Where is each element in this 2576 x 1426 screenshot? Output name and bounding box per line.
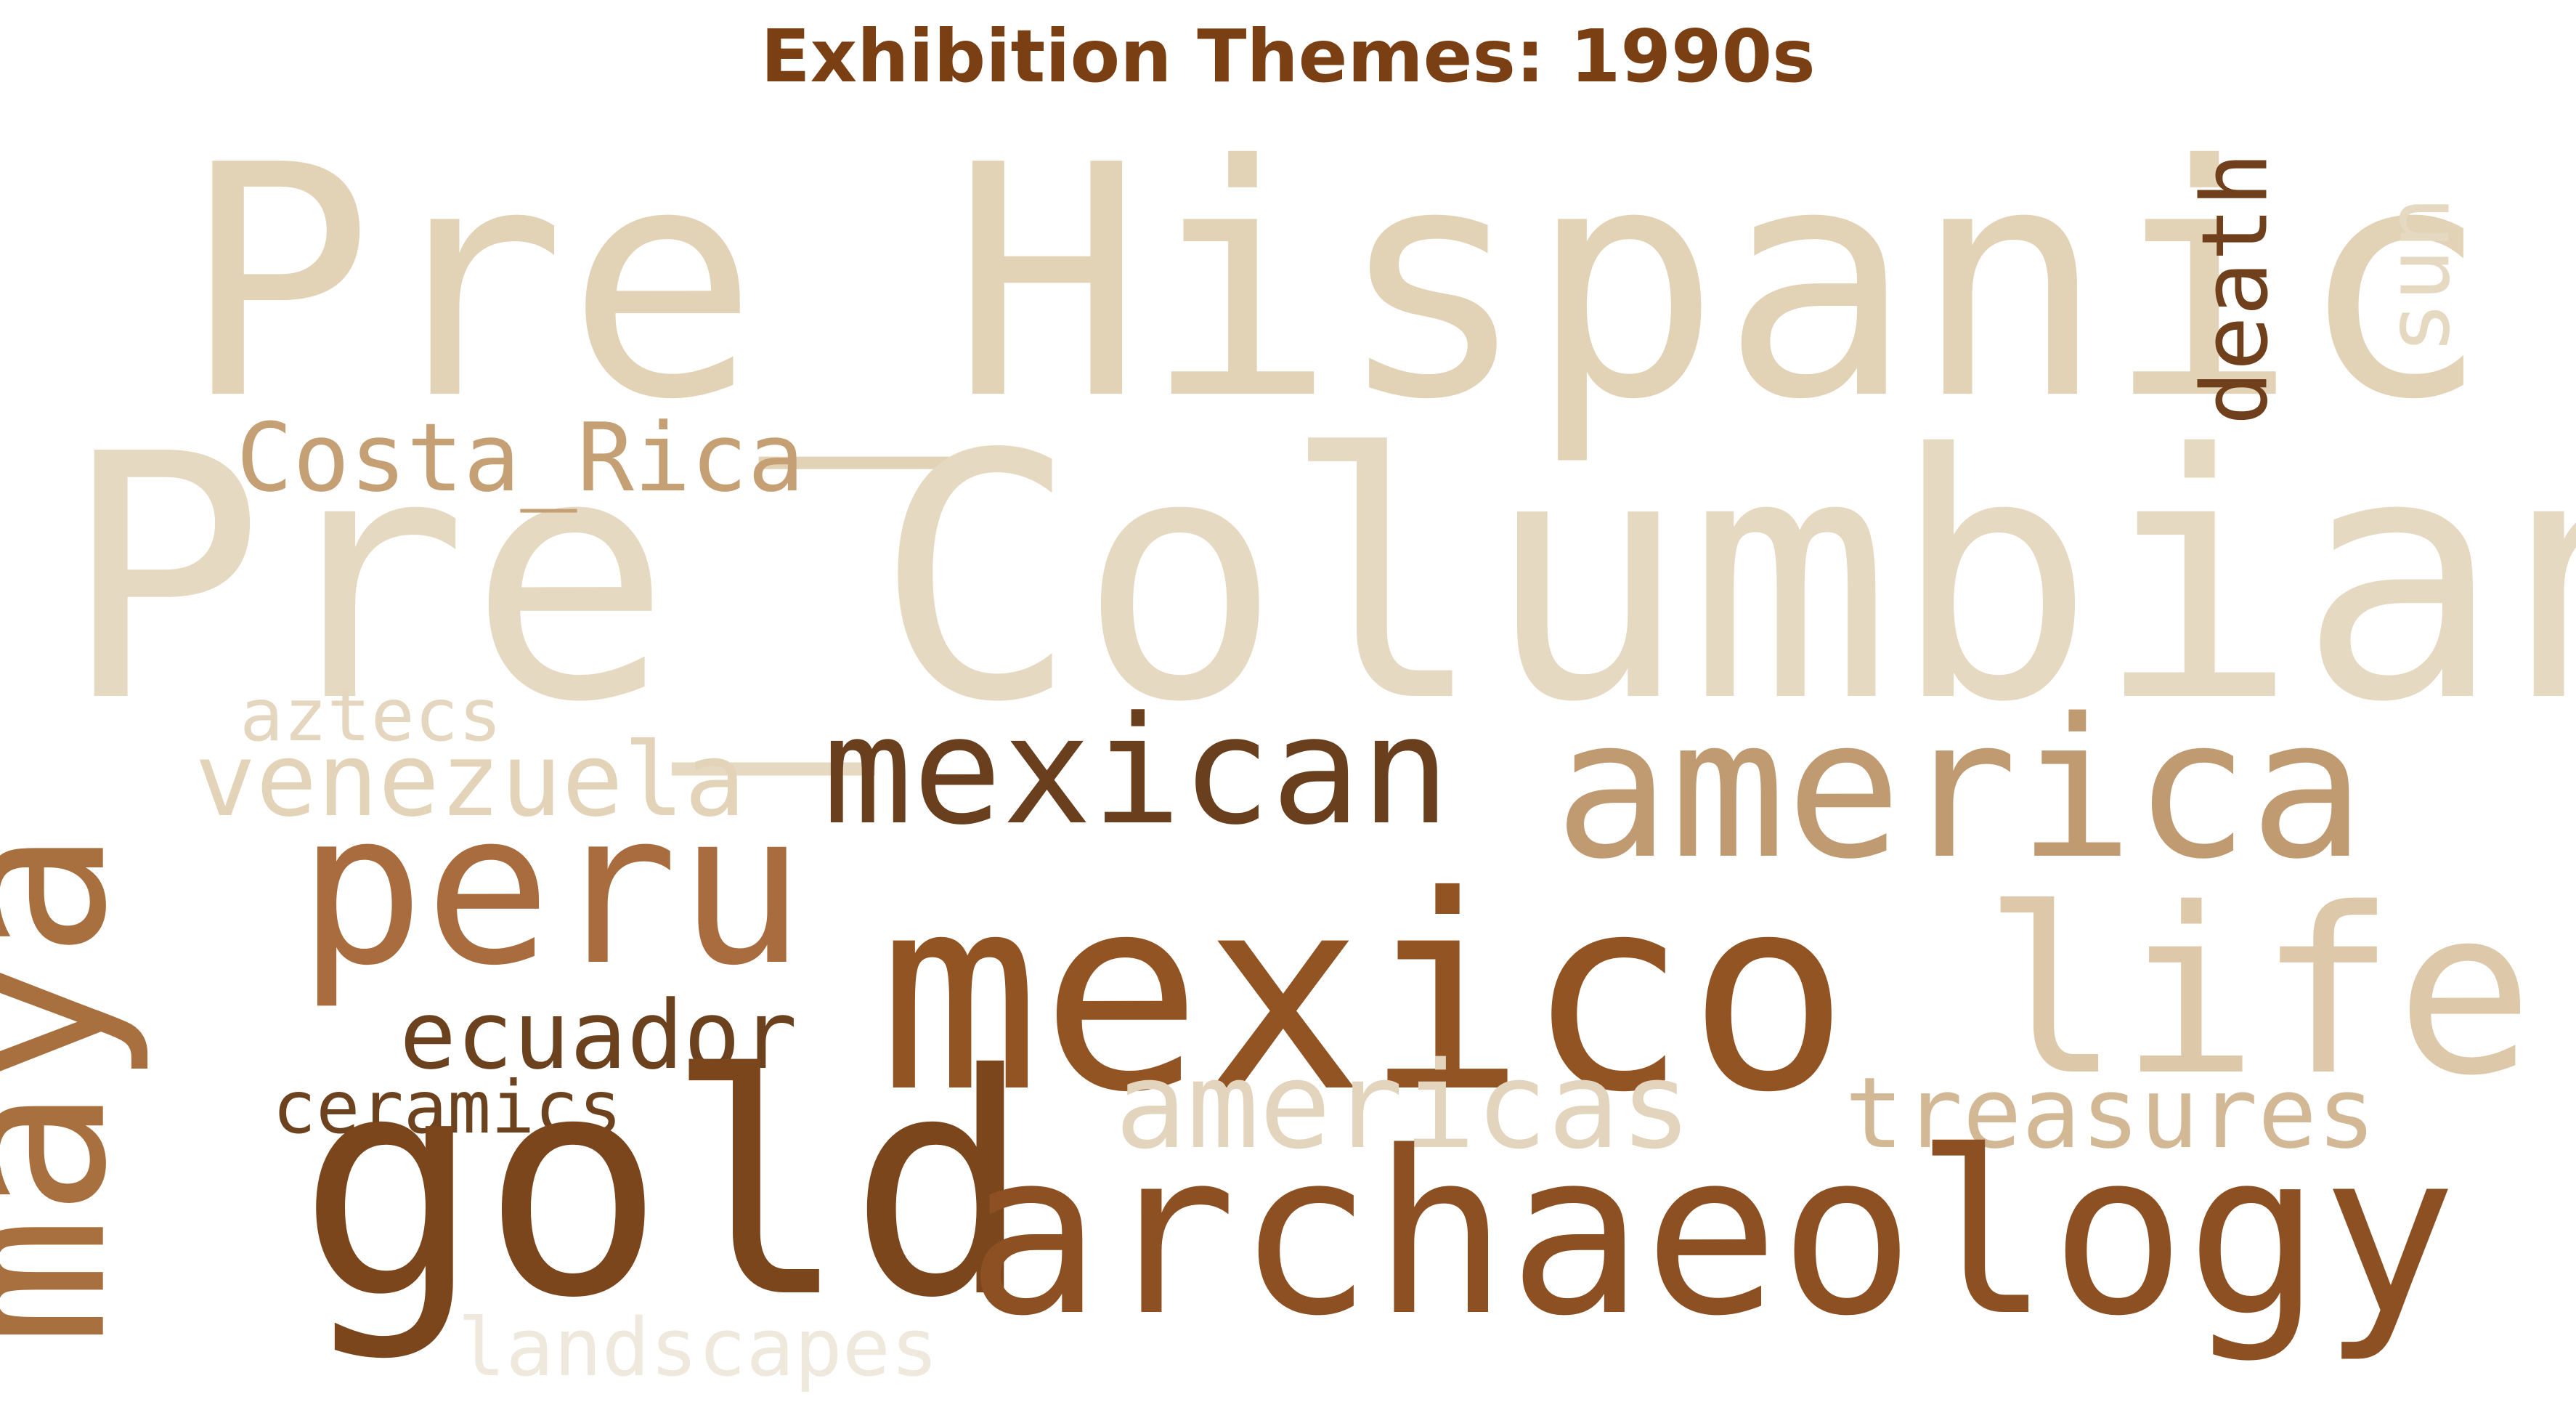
word-gold: gold [298, 1010, 1033, 1365]
word-aztecs: aztecs [240, 673, 503, 758]
word-costa-rica: Costa_Rica [236, 402, 805, 513]
word-sun: sun [2368, 196, 2470, 355]
word-pre-columbian: Pre_Columbian [62, 382, 2576, 776]
word-archaeology: archaeology [966, 1103, 2457, 1366]
word-death: death [2182, 152, 2288, 426]
word-ceramics: ceramics [272, 1065, 622, 1150]
word-mexico: mexico [879, 839, 1850, 1151]
word-americas: americas [1115, 1036, 1692, 1175]
word-mexican: mexican [823, 685, 1450, 858]
word-treasures: treasures [1845, 1056, 2376, 1170]
word-peru: peru [298, 767, 805, 1012]
chart-title: Exhibition Themes: 1990s [760, 14, 1816, 99]
word-pre-hispanic: Pre_Hispanic [182, 97, 2490, 469]
word-maya: maya [0, 830, 154, 1346]
word-america: america [1554, 678, 2365, 902]
word-landscapes: landscapes [458, 1301, 939, 1394]
word-ecuador: ecuador [399, 980, 797, 1090]
word-venezuela: venezuela [195, 721, 746, 840]
word-life: life [1983, 860, 2534, 1126]
